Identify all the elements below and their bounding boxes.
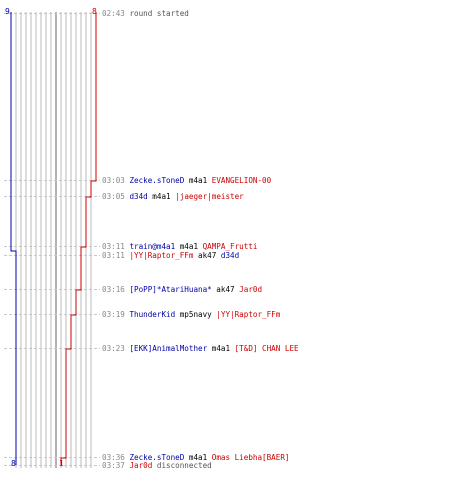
event-weapon: m4a1	[184, 176, 211, 185]
event-time: 03:11	[102, 242, 129, 251]
event-time: 03:19	[102, 310, 129, 319]
event-neutral: disconnected	[152, 461, 211, 470]
event-red: QAMPA_Frutti	[203, 242, 258, 251]
event-time: 02:43	[102, 9, 129, 18]
blue-start-count: 9	[5, 7, 10, 16]
red-end-count: 1	[59, 459, 64, 468]
event-time: 03:03	[102, 176, 129, 185]
event-blue: Zecke.sToneD	[129, 176, 184, 185]
event-row: 03:36 Zecke.sToneD m4a1 Omas Liebha[BAER…	[102, 453, 289, 462]
event-time: 03:23	[102, 344, 129, 353]
red-start-count: 8	[92, 7, 97, 16]
event-weapon: ak47	[193, 251, 220, 260]
event-time: 03:11	[102, 251, 129, 260]
event-weapon: m4a1	[148, 192, 175, 201]
red-team-alive-line	[60, 12, 97, 465]
player-lines	[15, 12, 92, 468]
event-row: 03:37 Jar0d disconnected	[102, 461, 212, 470]
event-blue: [PoPP]*AtariHuana*	[129, 285, 211, 294]
event-red: EVANGELION-00	[212, 176, 272, 185]
event-blue: d34d	[221, 251, 239, 260]
event-row: 03:11 train@m4a1 m4a1 QAMPA_Frutti	[102, 242, 258, 251]
event-red: |YY|Raptor_FFm	[216, 310, 280, 319]
event-red: Jar0d	[129, 461, 152, 470]
event-red: Jar0d	[239, 285, 262, 294]
event-weapon: mp5navy	[175, 310, 216, 319]
event-row: 03:19 ThunderKid mp5navy |YY|Raptor_FFm	[102, 310, 281, 319]
event-blue: d34d	[129, 192, 147, 201]
event-log: 02:43 round started 03:03 Zecke.sToneD m4…	[102, 9, 299, 470]
event-blue: [EKK]AnimalMother	[129, 344, 207, 353]
event-row: 02:43 round started	[102, 9, 189, 18]
event-red: [T&D] CHAN LEE	[235, 344, 299, 353]
event-row: 03:16 [PoPP]*AtariHuana* ak47 Jar0d	[102, 285, 262, 294]
event-weapon: m4a1	[207, 344, 234, 353]
event-row: 03:11 |YY|Raptor_FFm ak47 d34d	[102, 251, 239, 260]
event-weapon: ak47	[212, 285, 239, 294]
event-time: 03:36	[102, 453, 129, 462]
blue-team-alive-line	[10, 12, 17, 465]
event-time: 03:37	[102, 461, 129, 470]
event-time: 03:05	[102, 192, 129, 201]
event-red: |jaeger|meister	[175, 192, 244, 201]
event-blue: Zecke.sToneD	[129, 453, 184, 462]
event-red: |YY|Raptor_FFm	[129, 251, 193, 260]
event-blue: ThunderKid	[129, 310, 175, 319]
event-red: Omas Liebha[BAER]	[212, 453, 290, 462]
event-guide-lines	[4, 13, 100, 466]
event-weapon: m4a1	[184, 453, 211, 462]
event-neutral: round started	[129, 9, 188, 18]
event-row: 03:05 d34d m4a1 |jaeger|meister	[102, 192, 244, 201]
event-time: 03:16	[102, 285, 129, 294]
event-row: 03:03 Zecke.sToneD m4a1 EVANGELION-00	[102, 176, 272, 185]
event-row: 03:23 [EKK]AnimalMother m4a1 [T&D] CHAN …	[102, 344, 299, 353]
event-blue: train@m4a1	[129, 242, 175, 251]
event-weapon: m4a1	[175, 242, 202, 251]
blue-end-count: 8	[11, 459, 16, 468]
